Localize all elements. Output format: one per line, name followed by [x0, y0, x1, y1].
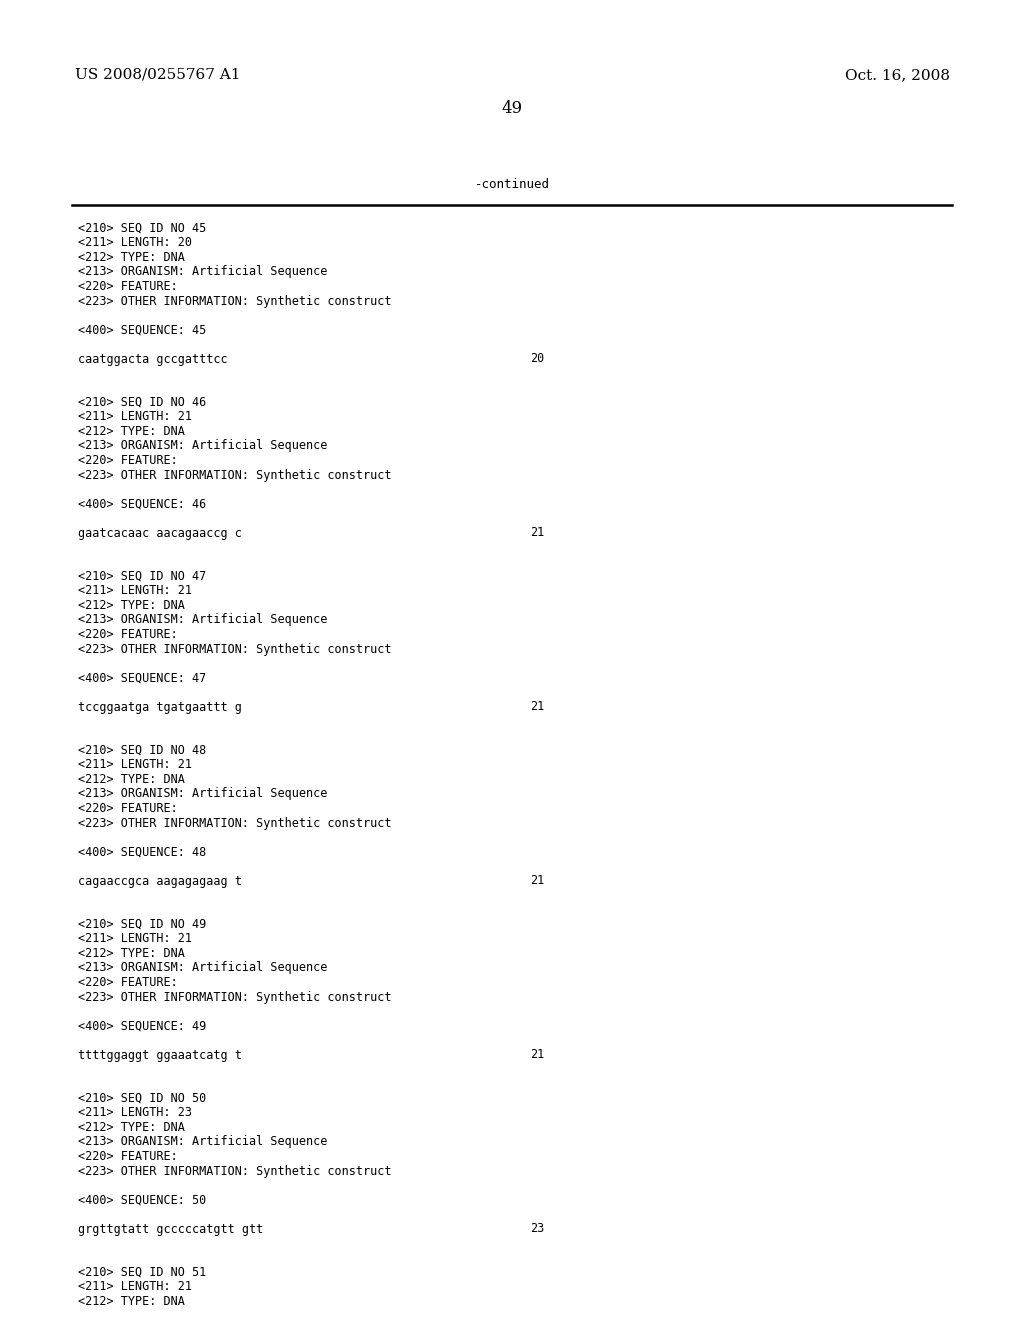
Text: <213> ORGANISM: Artificial Sequence: <213> ORGANISM: Artificial Sequence — [78, 961, 328, 974]
Text: 21: 21 — [530, 1048, 544, 1061]
Text: <210> SEQ ID NO 45: <210> SEQ ID NO 45 — [78, 222, 206, 235]
Text: <400> SEQUENCE: 49: <400> SEQUENCE: 49 — [78, 1019, 206, 1032]
Text: <210> SEQ ID NO 48: <210> SEQ ID NO 48 — [78, 744, 206, 756]
Text: <212> TYPE: DNA: <212> TYPE: DNA — [78, 599, 185, 612]
Text: <220> FEATURE:: <220> FEATURE: — [78, 975, 178, 989]
Text: 21: 21 — [530, 527, 544, 540]
Text: US 2008/0255767 A1: US 2008/0255767 A1 — [75, 69, 241, 82]
Text: <213> ORGANISM: Artificial Sequence: <213> ORGANISM: Artificial Sequence — [78, 1135, 328, 1148]
Text: <211> LENGTH: 21: <211> LENGTH: 21 — [78, 932, 193, 945]
Text: <212> TYPE: DNA: <212> TYPE: DNA — [78, 251, 185, 264]
Text: <400> SEQUENCE: 46: <400> SEQUENCE: 46 — [78, 498, 206, 511]
Text: <212> TYPE: DNA: <212> TYPE: DNA — [78, 1121, 185, 1134]
Text: <212> TYPE: DNA: <212> TYPE: DNA — [78, 774, 185, 785]
Text: 23: 23 — [530, 1222, 544, 1236]
Text: <212> TYPE: DNA: <212> TYPE: DNA — [78, 1295, 185, 1308]
Text: <220> FEATURE:: <220> FEATURE: — [78, 628, 178, 642]
Text: <400> SEQUENCE: 50: <400> SEQUENCE: 50 — [78, 1193, 206, 1206]
Text: <212> TYPE: DNA: <212> TYPE: DNA — [78, 946, 185, 960]
Text: <223> OTHER INFORMATION: Synthetic construct: <223> OTHER INFORMATION: Synthetic const… — [78, 990, 391, 1003]
Text: <210> SEQ ID NO 49: <210> SEQ ID NO 49 — [78, 917, 206, 931]
Text: -continued: -continued — [474, 178, 550, 191]
Text: 21: 21 — [530, 701, 544, 714]
Text: <210> SEQ ID NO 50: <210> SEQ ID NO 50 — [78, 1092, 206, 1105]
Text: <213> ORGANISM: Artificial Sequence: <213> ORGANISM: Artificial Sequence — [78, 614, 328, 627]
Text: <213> ORGANISM: Artificial Sequence: <213> ORGANISM: Artificial Sequence — [78, 440, 328, 453]
Text: 21: 21 — [530, 874, 544, 887]
Text: <213> ORGANISM: Artificial Sequence: <213> ORGANISM: Artificial Sequence — [78, 265, 328, 279]
Text: <400> SEQUENCE: 47: <400> SEQUENCE: 47 — [78, 672, 206, 685]
Text: <220> FEATURE:: <220> FEATURE: — [78, 280, 178, 293]
Text: <211> LENGTH: 20: <211> LENGTH: 20 — [78, 236, 193, 249]
Text: <220> FEATURE:: <220> FEATURE: — [78, 803, 178, 814]
Text: 49: 49 — [502, 100, 522, 117]
Text: <211> LENGTH: 21: <211> LENGTH: 21 — [78, 585, 193, 598]
Text: <210> SEQ ID NO 51: <210> SEQ ID NO 51 — [78, 1266, 206, 1279]
Text: <211> LENGTH: 21: <211> LENGTH: 21 — [78, 411, 193, 424]
Text: <223> OTHER INFORMATION: Synthetic construct: <223> OTHER INFORMATION: Synthetic const… — [78, 469, 391, 482]
Text: grgttgtatt gcccccatgtt gtt: grgttgtatt gcccccatgtt gtt — [78, 1222, 263, 1236]
Text: <220> FEATURE:: <220> FEATURE: — [78, 454, 178, 467]
Text: <211> LENGTH: 21: <211> LENGTH: 21 — [78, 759, 193, 771]
Text: <210> SEQ ID NO 47: <210> SEQ ID NO 47 — [78, 570, 206, 583]
Text: <211> LENGTH: 23: <211> LENGTH: 23 — [78, 1106, 193, 1119]
Text: tccggaatga tgatgaattt g: tccggaatga tgatgaattt g — [78, 701, 242, 714]
Text: <223> OTHER INFORMATION: Synthetic construct: <223> OTHER INFORMATION: Synthetic const… — [78, 817, 391, 829]
Text: <210> SEQ ID NO 46: <210> SEQ ID NO 46 — [78, 396, 206, 409]
Text: <223> OTHER INFORMATION: Synthetic construct: <223> OTHER INFORMATION: Synthetic const… — [78, 643, 391, 656]
Text: <400> SEQUENCE: 45: <400> SEQUENCE: 45 — [78, 323, 206, 337]
Text: caatggacta gccgatttcc: caatggacta gccgatttcc — [78, 352, 227, 366]
Text: cagaaccgca aagagagaag t: cagaaccgca aagagagaag t — [78, 874, 242, 887]
Text: <223> OTHER INFORMATION: Synthetic construct: <223> OTHER INFORMATION: Synthetic const… — [78, 1164, 391, 1177]
Text: <213> ORGANISM: Artificial Sequence: <213> ORGANISM: Artificial Sequence — [78, 788, 328, 800]
Text: 20: 20 — [530, 352, 544, 366]
Text: Oct. 16, 2008: Oct. 16, 2008 — [845, 69, 950, 82]
Text: ttttggaggt ggaaatcatg t: ttttggaggt ggaaatcatg t — [78, 1048, 242, 1061]
Text: <211> LENGTH: 21: <211> LENGTH: 21 — [78, 1280, 193, 1294]
Text: <212> TYPE: DNA: <212> TYPE: DNA — [78, 425, 185, 438]
Text: gaatcacaac aacagaaccg c: gaatcacaac aacagaaccg c — [78, 527, 242, 540]
Text: <400> SEQUENCE: 48: <400> SEQUENCE: 48 — [78, 846, 206, 858]
Text: <223> OTHER INFORMATION: Synthetic construct: <223> OTHER INFORMATION: Synthetic const… — [78, 294, 391, 308]
Text: <220> FEATURE:: <220> FEATURE: — [78, 1150, 178, 1163]
